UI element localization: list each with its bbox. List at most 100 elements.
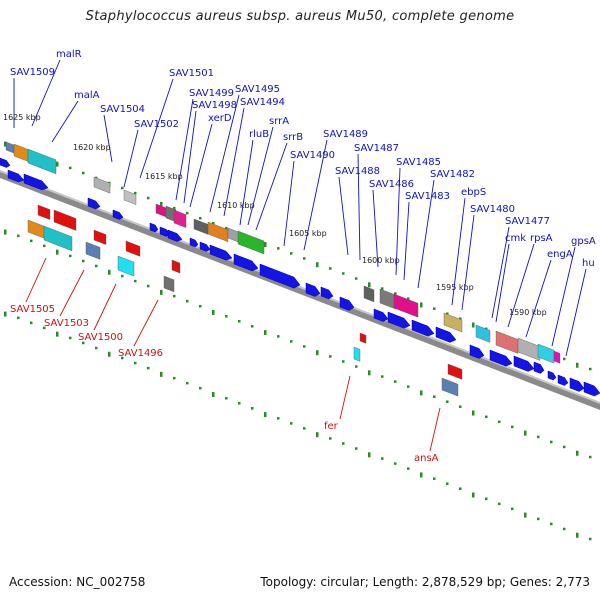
reverse-gene-block (163, 275, 175, 293)
reverse-gene-block (441, 377, 459, 397)
forward-gene-leader-line (283, 160, 295, 247)
forward-gene-leader-line (565, 268, 587, 357)
scale-tick (329, 437, 332, 440)
forward-gene-label: engA (547, 249, 573, 260)
forward-gene-leader-line (223, 107, 245, 217)
reverse-gene-label: SAV1500 (78, 332, 123, 343)
scale-tick (342, 442, 345, 445)
scale-tick (134, 279, 137, 283)
scale-tick (69, 254, 72, 258)
scale-tick (407, 385, 410, 388)
forward-gene-arrow (320, 286, 334, 300)
scale-tick (17, 234, 20, 238)
scale-tick (225, 315, 228, 318)
scale-tick (277, 335, 280, 338)
forward-gene-block (537, 343, 555, 364)
forward-gene-arrow (547, 370, 557, 381)
forward-gene-block (155, 203, 167, 218)
forward-gene-leader-line (357, 153, 361, 261)
scale-tick (17, 316, 20, 320)
forward-gene-block (207, 221, 229, 243)
scale-tick (524, 512, 527, 518)
scale-tick (459, 487, 462, 490)
forward-gene-label: SAV1502 (134, 119, 179, 130)
scale-tick (186, 211, 189, 215)
scale-tick (82, 341, 85, 345)
scale-tick (212, 309, 215, 315)
reverse-gene-block (53, 209, 77, 231)
reverse-gene-block (43, 225, 73, 252)
forward-gene-arrow (23, 173, 49, 191)
scale-tick (43, 244, 46, 248)
scale-tick (43, 326, 46, 330)
forward-gene-label: srrA (269, 116, 289, 127)
scale-tick (264, 330, 267, 336)
scale-tick (355, 447, 358, 450)
scale-tick (381, 457, 384, 460)
forward-gene-leader-line (395, 167, 401, 276)
forward-gene-arrow (167, 229, 183, 242)
scale-tick (485, 415, 488, 419)
forward-gene-label: ebpS (461, 187, 486, 198)
forward-gene-block (517, 337, 541, 361)
scale-tick (303, 427, 306, 430)
forward-gene-leader-line (338, 176, 349, 256)
forward-gene-label: rpsA (530, 233, 553, 244)
forward-gene-label: SAV1509 (10, 67, 55, 78)
scale-tick (290, 340, 293, 343)
forward-gene-arrow (305, 282, 321, 297)
scale-tick (524, 430, 527, 436)
scale-tick (563, 357, 566, 361)
forward-gene-arrow (569, 377, 585, 392)
scale-tick (472, 322, 475, 328)
scale-label: 1590 kbp (509, 308, 547, 317)
scale-tick (264, 412, 267, 418)
scale-tick (69, 336, 72, 340)
scale-tick (420, 302, 423, 308)
forward-gene-leader-line (189, 123, 213, 208)
scale-tick (576, 532, 579, 538)
scale-tick (160, 289, 163, 295)
reverse-gene-label: SAV1496 (118, 348, 163, 359)
scale-tick (95, 264, 98, 268)
reverse-gene-labels: SAV1505 SAV1503 SAV1500 SAV1496 fer ansA (10, 257, 441, 464)
forward-gene-arrow (233, 253, 259, 272)
forward-gene-arrow (411, 319, 435, 337)
forward-gene-block (379, 288, 397, 310)
forward-gene-leader-line (451, 197, 466, 306)
reverse-gene-block (27, 219, 45, 239)
accession-text: Accession: NC_002758 (9, 575, 146, 589)
scale-tick (329, 355, 332, 358)
scale-tick (368, 282, 371, 288)
forward-gene-label: SAV1498 (192, 100, 237, 111)
scale-tick (394, 462, 397, 465)
forward-gene-label: gpsA (571, 236, 596, 247)
forward-gene-arrow (149, 222, 159, 233)
scale-tick (186, 381, 189, 385)
scale-tick (277, 247, 280, 250)
reverse-gene-block (125, 240, 141, 257)
scale-tick (277, 417, 280, 420)
scale-tick (498, 502, 501, 506)
scale-tick (511, 425, 514, 429)
scale-label: 1610 kbp (217, 201, 255, 210)
scale-tick (69, 166, 72, 170)
scale-tick (485, 497, 488, 501)
scale-tick (355, 277, 358, 280)
scale-tick (342, 360, 345, 363)
forward-gene-leader-line (255, 142, 288, 231)
scale-tick (394, 380, 397, 383)
forward-gene-arrow (373, 308, 389, 322)
reverse-gene-leader-line (429, 407, 441, 452)
scale-tick (316, 350, 319, 356)
forward-gene-block (13, 143, 29, 162)
scale-tick (108, 269, 111, 275)
scale-tick (420, 472, 423, 478)
scale-tick (498, 420, 501, 424)
forward-gene-arrow (387, 311, 411, 329)
scale-tick (134, 191, 137, 195)
scale-tick (30, 321, 33, 325)
